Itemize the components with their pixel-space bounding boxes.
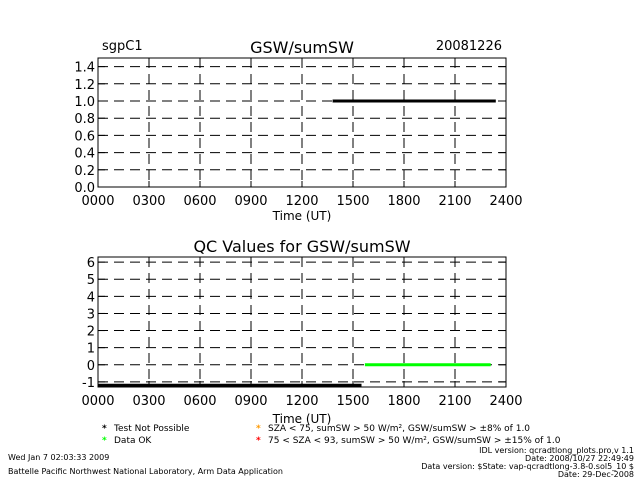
legend-item-test-not-possible: * Test Not Possible (102, 424, 190, 434)
star-icon: * (102, 436, 107, 446)
date-label: 20081226 (436, 39, 502, 54)
chart-title: GSW/sumSW (250, 38, 354, 57)
legend-item-sza-75-93: * 75 < SZA < 93, sumSW > 50 W/m², GSW/sum… (256, 436, 561, 446)
chart-title: QC Values for GSW/sumSW (193, 237, 410, 256)
y-tick-label: 0.4 (74, 147, 95, 162)
footer-lab: Battelle Pacific Northwest National Labo… (8, 467, 283, 476)
y-tick-label: 1.4 (74, 61, 95, 76)
y-tick-label: 2 (87, 325, 95, 340)
y-tick-label: 0.0 (74, 181, 95, 196)
x-tick-label: 0300 (132, 394, 165, 409)
legend-item-sza-75: * SZA < 75, sumSW > 50 W/m², GSW/sumSW > … (256, 424, 531, 434)
y-tick-label: 0.6 (74, 129, 95, 144)
x-tick-label: 0900 (234, 194, 267, 209)
legend-item-data-ok: * Data OK (102, 436, 152, 446)
x-tick-label: 2100 (438, 394, 471, 409)
star-icon: * (256, 436, 261, 446)
y-tick-label: 1.2 (74, 78, 95, 93)
footer-timestamp: Wed Jan 7 02:03:33 2009 (8, 453, 110, 462)
y-tick-label: 6 (87, 256, 95, 271)
x-tick-label: 1500 (336, 194, 369, 209)
footer-idl-version: IDL version: qcradtlong_plots.pro,v 1.1 (479, 446, 634, 455)
y-tick-label: 3 (87, 307, 95, 322)
site-label: sgpC1 (102, 39, 143, 54)
x-tick-label: 0600 (183, 394, 216, 409)
y-tick-label: 0.8 (74, 112, 95, 127)
x-tick-label: 0300 (132, 194, 165, 209)
y-tick-label: 5 (87, 273, 95, 288)
y-tick-label: 0.2 (74, 164, 95, 179)
y-tick-label: 4 (87, 290, 95, 305)
footer-data-version: Data version: $State: vap-qcradtlong-3.8… (421, 462, 634, 471)
star-icon: * (256, 424, 261, 434)
x-axis-label: Time (UT) (272, 209, 332, 223)
qc-values-chart: QC Values for GSW/sumSW Time (UT) 0000 03… (81, 237, 522, 426)
x-tick-label: 1200 (285, 394, 318, 409)
x-tick-label: 0000 (81, 394, 114, 409)
x-tick-label: 0600 (183, 194, 216, 209)
x-tick-label: 1800 (387, 394, 420, 409)
y-tick-label: 1 (87, 342, 95, 357)
gsw-sumsw-chart: sgpC1 20081226 GSW/sumSW Time (UT) 0000 0… (74, 38, 522, 223)
footer-data-date: Date: 29-Dec-2008 (557, 470, 634, 479)
y-tick-label: -1 (82, 376, 95, 391)
footer-code-date: Date: 2008/10/27 22:49:49 (525, 454, 634, 463)
x-tick-label: 2400 (489, 194, 522, 209)
x-tick-label: 1800 (387, 194, 420, 209)
x-tick-label: 2400 (489, 394, 522, 409)
star-icon: * (102, 424, 107, 434)
x-axis-label: Time (UT) (272, 412, 332, 426)
x-tick-label: 0000 (81, 194, 114, 209)
y-tick-label: 0 (87, 359, 95, 374)
x-tick-label: 1500 (336, 394, 369, 409)
x-tick-label: 1200 (285, 194, 318, 209)
x-tick-label: 0900 (234, 394, 267, 409)
y-tick-label: 1.0 (74, 95, 95, 110)
x-tick-label: 2100 (438, 194, 471, 209)
